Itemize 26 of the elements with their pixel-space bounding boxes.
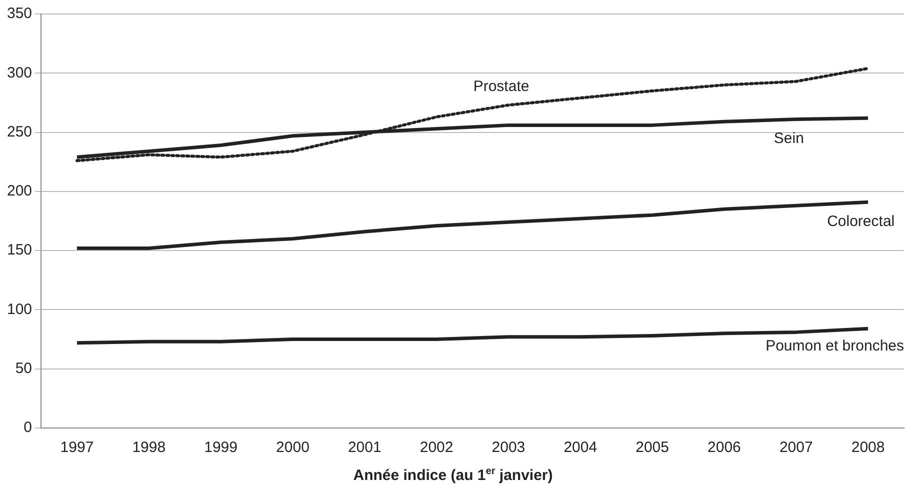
y-tick-label: 200 [6,182,32,200]
x-axis-title: Année indice (au 1$^{er}$ janvier) [352,466,554,484]
y-tick-label: 0 [24,419,32,436]
x-tick-label: 1997 [60,439,94,456]
x-tick-label: 2002 [420,439,454,456]
series-label: Poumon et bronches [766,338,904,355]
x-tick-label: 2003 [492,439,526,456]
series-label: Colorectal [827,213,895,230]
x-tick-label: 2008 [851,439,885,456]
x-tick-label: 2000 [276,439,310,456]
x-tick-label: 1999 [204,439,238,456]
y-tick-label: 350 [6,5,32,22]
y-tick-label: 150 [6,242,32,259]
x-tick-label: 2006 [708,439,741,456]
x-tick-label: 1998 [132,439,166,456]
series-label: Sein [774,130,804,148]
x-tick-label: 2004 [564,439,598,456]
y-tick-label: 50 [15,360,32,377]
x-tick-label: 2007 [779,439,813,456]
x-tick-label: 2005 [636,439,669,456]
y-tick-label: 250 [6,123,32,140]
line-series [75,66,870,162]
x-tick-label: 2001 [348,439,382,456]
series-label: Prostate [473,78,530,95]
y-tick-label: 300 [6,64,32,82]
y-tick-label: 100 [6,300,32,318]
